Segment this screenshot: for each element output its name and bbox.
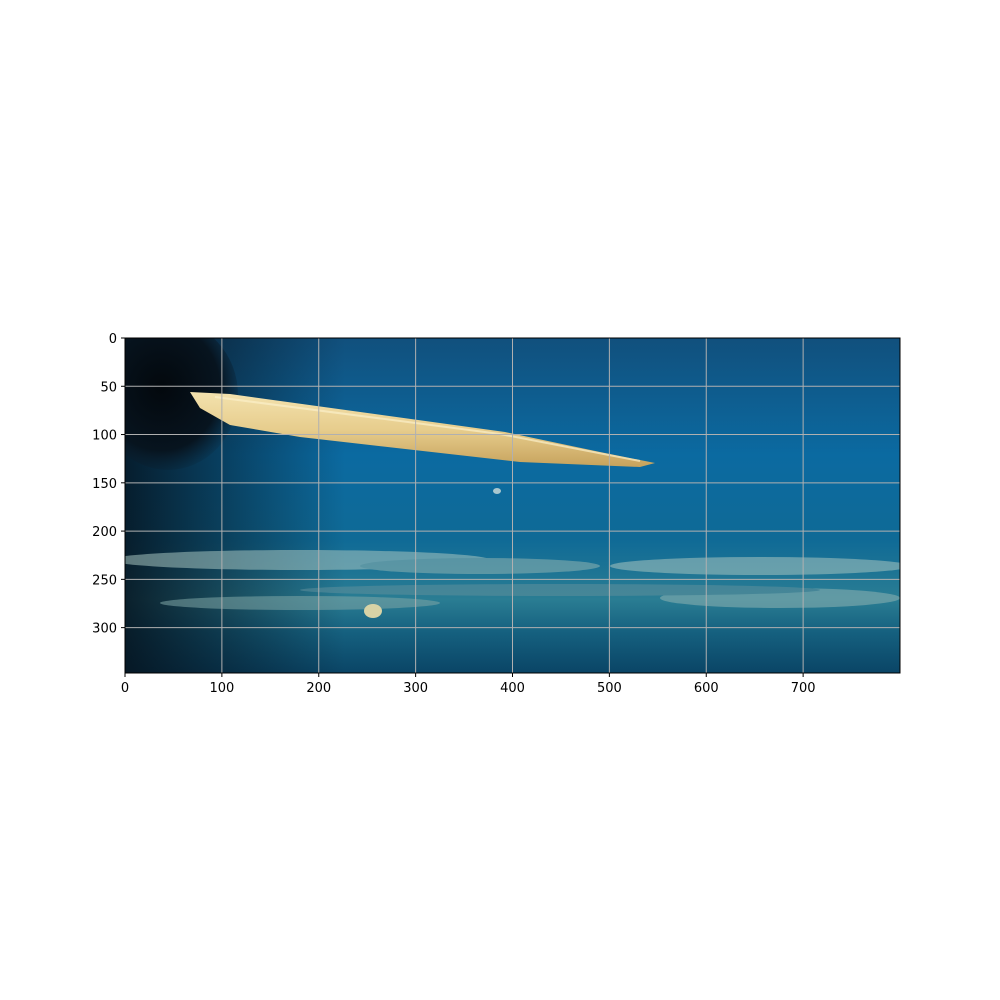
x-tick-label: 600 [694, 681, 719, 696]
y-axis: 0 50 100 150 200 250 300 [92, 332, 125, 637]
underwater-photo [125, 338, 900, 673]
x-tick-label: 300 [403, 681, 428, 696]
y-tick-label: 100 [92, 429, 117, 444]
pebble [364, 604, 382, 618]
dark-blob [125, 338, 238, 470]
y-tick-label: 0 [109, 332, 117, 347]
x-tick-label: 200 [306, 681, 331, 696]
yellow-stick [190, 392, 655, 467]
y-tick-label: 50 [100, 380, 117, 395]
y-tick-label: 200 [92, 525, 117, 540]
y-tick-label: 150 [92, 477, 117, 492]
y-tick-label: 250 [92, 573, 117, 588]
stick-highlight [214, 396, 641, 462]
x-tick-label: 400 [500, 681, 525, 696]
x-tick-label: 100 [209, 681, 234, 696]
y-tick-label: 300 [92, 622, 117, 637]
grid [124, 337, 900, 673]
x-tick-label: 700 [791, 681, 816, 696]
x-tick-label: 0 [121, 681, 129, 696]
pebble [493, 488, 501, 494]
x-tick-label: 500 [597, 681, 622, 696]
x-axis: 0 100 200 300 400 500 600 700 [121, 673, 816, 696]
